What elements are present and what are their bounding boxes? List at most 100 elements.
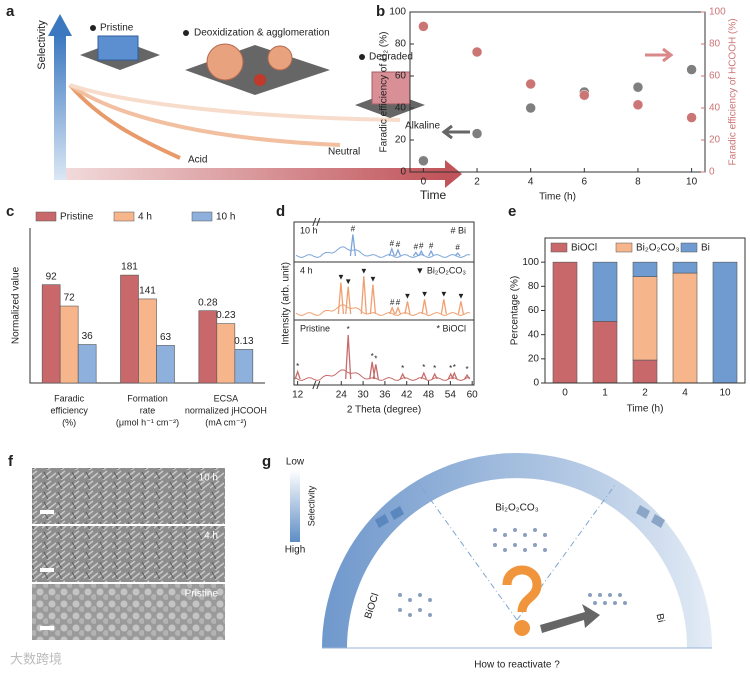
state-label: Degraded	[369, 52, 413, 63]
bar	[234, 349, 254, 384]
value-label: 92	[46, 271, 58, 282]
panel-letter: c	[6, 203, 14, 220]
y-axis-label: Intensity (arb. unit)	[281, 262, 292, 345]
curve-label: Neutral	[328, 147, 360, 158]
peak	[294, 369, 301, 380]
x-tick-label: 12	[292, 390, 304, 401]
phase-label: Bi₂O₂CO₃	[495, 503, 539, 514]
point	[418, 155, 429, 167]
arrow-head	[48, 14, 72, 36]
x-tick-label: (mA cm⁻²)	[205, 417, 246, 427]
peak	[369, 284, 377, 315]
legend-label: Pristine	[60, 212, 94, 223]
frame	[544, 237, 746, 384]
x-tick-label: 54	[445, 390, 457, 401]
curve-label: Alkaline	[405, 121, 440, 132]
point	[632, 99, 644, 111]
legend-label: 10 h	[216, 212, 235, 223]
y-tick-label: 40	[395, 103, 407, 114]
sem-image	[32, 468, 225, 524]
x-tick-label: normalized jHCOOH	[185, 405, 267, 415]
x-tick-label: 36	[379, 390, 391, 401]
x-tick-label: Faradic	[54, 393, 85, 403]
bar-segment	[672, 261, 698, 274]
y-tick-label: 80	[528, 281, 540, 292]
x-tick-label: (μmol h⁻¹ cm⁻²)	[116, 417, 179, 427]
point	[525, 102, 536, 114]
peak-symbol: ▼	[337, 273, 345, 282]
arrow	[645, 47, 674, 63]
y-tick-label: 60	[395, 71, 407, 82]
frame	[409, 11, 706, 173]
peak-symbol: #	[390, 239, 395, 248]
x-tick-label: 1	[602, 388, 608, 399]
point	[418, 21, 429, 32]
axis-break	[312, 380, 321, 390]
particle	[254, 74, 266, 86]
point	[686, 112, 697, 123]
y-tick-label: 60	[528, 305, 540, 316]
legend-label: 4 h	[138, 212, 152, 223]
peak-symbol: #	[429, 241, 434, 250]
peak-symbol: *	[371, 352, 374, 361]
point	[471, 128, 483, 139]
x-tick-label: 2	[474, 177, 480, 188]
acid-curve	[68, 83, 181, 160]
peak	[372, 364, 379, 380]
y-tick-label: 100	[522, 257, 539, 268]
x-tick-label: 2	[642, 388, 648, 399]
series-label: 4 h	[300, 265, 313, 275]
peak-symbol: #	[396, 240, 401, 249]
panel-letter: d	[276, 203, 285, 220]
value-label: 0.28	[198, 297, 218, 308]
alkaline-curve	[69, 83, 401, 122]
question-dot	[514, 620, 530, 636]
scale-bar	[40, 626, 54, 630]
baseline	[295, 369, 471, 382]
peak	[421, 299, 428, 315]
baseline	[295, 304, 471, 317]
particle	[267, 45, 293, 71]
x-tick-label: Formation	[127, 393, 168, 403]
peak-symbol: #	[396, 298, 401, 307]
peak-symbol: #	[419, 241, 424, 250]
state-label: Deoxidization & agglomeration	[194, 28, 330, 39]
value-label: 63	[160, 332, 172, 343]
x-axis-label: Time	[420, 188, 447, 202]
peak-symbol: ▼	[440, 289, 448, 298]
peak-symbol: #	[390, 298, 395, 307]
peak-symbol: *	[374, 354, 377, 363]
curve-label: Acid	[188, 155, 207, 166]
panel-letter: g	[262, 453, 271, 470]
x-tick-label: 8	[635, 177, 641, 188]
peak	[404, 301, 411, 315]
point	[686, 64, 697, 75]
x-tick-label: 24	[336, 390, 348, 401]
legend-swatch	[680, 242, 698, 253]
point	[525, 78, 536, 90]
peak	[399, 372, 406, 380]
bar	[156, 345, 175, 384]
y2-tick-label: 100	[709, 7, 726, 18]
peak-symbol: *	[453, 363, 456, 372]
image-label: 10 h	[199, 473, 218, 484]
bullet	[359, 54, 365, 60]
point	[579, 89, 590, 101]
value-label: 141	[139, 286, 156, 297]
peak	[388, 246, 395, 257]
arrow-head	[445, 160, 462, 188]
sem-image	[32, 584, 225, 640]
scale-top: Low	[286, 457, 305, 468]
peak-symbol: *	[422, 363, 425, 372]
y2-tick-label: 40	[709, 103, 721, 114]
point	[632, 81, 644, 93]
value-label: 0.23	[216, 310, 236, 321]
peak-symbol: ▼	[421, 289, 429, 298]
state-label: Pristine	[100, 23, 134, 34]
peak	[464, 373, 471, 380]
y2-tick-label: 60	[709, 71, 721, 82]
phase-label: BiOCl	[363, 592, 382, 620]
x-tick-label: (%)	[62, 417, 76, 427]
y-tick-label: 40	[528, 329, 540, 340]
panel-g: Low High Selectivity BiOCl Bi₂O₂CO₃ Bi H…	[285, 453, 712, 671]
